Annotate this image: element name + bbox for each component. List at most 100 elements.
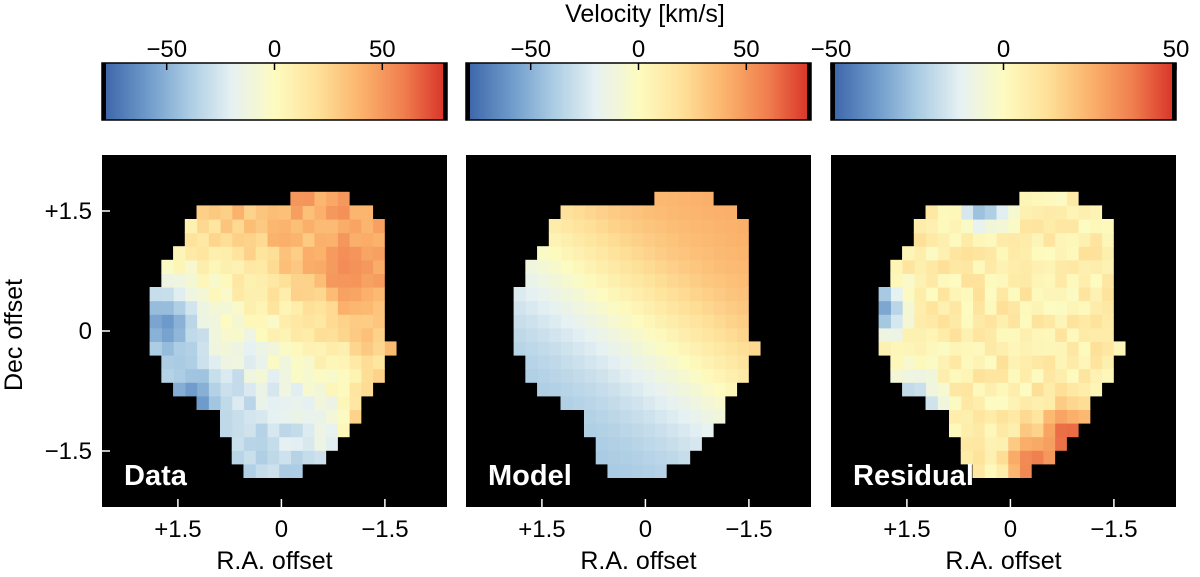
velocity-pixel: [1019, 423, 1032, 438]
velocity-pixel: [149, 314, 162, 329]
velocity-pixel: [937, 205, 950, 220]
velocity-pixel: [349, 232, 362, 247]
velocity-pixel: [607, 327, 620, 342]
velocity-pixel: [677, 327, 691, 342]
velocity-pixel: [173, 368, 186, 383]
velocity-pixel: [1066, 327, 1079, 342]
colorbar-title: Velocity [km/s]: [565, 0, 725, 28]
velocity-pixel: [302, 259, 315, 274]
velocity-pixel: [666, 327, 679, 342]
velocity-pixel: [302, 219, 315, 234]
velocity-pixel: [1019, 287, 1032, 302]
velocity-pixel: [349, 205, 362, 220]
velocity-pixel: [243, 341, 256, 356]
velocity-pixel: [1066, 259, 1079, 274]
velocity-pixel: [972, 246, 985, 261]
velocity-pixel: [313, 259, 327, 274]
velocity-pixel: [184, 314, 198, 329]
panel-title: Model: [488, 460, 572, 492]
velocity-pixel: [349, 314, 362, 329]
velocity-pixel: [607, 436, 620, 451]
velocity-pixel: [513, 327, 526, 342]
velocity-pixel: [984, 355, 997, 370]
velocity-pixel: [607, 463, 620, 478]
velocity-pixel: [278, 205, 291, 220]
velocity-pixel: [255, 314, 268, 329]
velocity-pixel: [948, 246, 962, 261]
velocity-pixel: [1007, 463, 1020, 478]
velocity-pixel: [701, 287, 714, 302]
velocity-pixel: [666, 382, 679, 397]
velocity-pixel: [243, 436, 256, 451]
velocity-pixel: [619, 341, 632, 356]
velocity-pixel: [677, 382, 691, 397]
velocity-pixel: [290, 327, 303, 342]
velocity-pixel: [878, 287, 891, 302]
velocity-pixel: [724, 327, 738, 342]
velocity-pixel: [1078, 341, 1091, 356]
velocity-pixel: [278, 246, 291, 261]
velocity-pixel: [231, 273, 245, 288]
velocity-pixel: [231, 355, 245, 370]
velocity-pixel: [677, 232, 691, 247]
velocity-pixel: [360, 355, 374, 370]
velocity-pixel: [1054, 436, 1067, 451]
velocity-pixel: [572, 273, 585, 288]
velocity-pixel: [913, 246, 927, 261]
velocity-pixel: [1042, 219, 1056, 234]
velocity-pixel: [1078, 409, 1091, 424]
velocity-pixel: [701, 395, 714, 410]
velocity-pixel: [149, 287, 162, 302]
velocity-pixel: [642, 259, 655, 274]
velocity-pixel: [689, 219, 702, 234]
velocity-pixel: [724, 259, 738, 274]
velocity-pixel: [290, 409, 303, 424]
velocity-pixel: [995, 382, 1009, 397]
velocity-pixel: [701, 232, 714, 247]
velocity-pixel: [349, 341, 362, 356]
velocity-pixel: [607, 368, 620, 383]
velocity-pixel: [666, 205, 679, 220]
velocity-pixel: [1007, 300, 1020, 315]
velocity-pixel: [337, 327, 350, 342]
velocity-pixel: [1101, 273, 1114, 288]
velocity-pixel: [302, 205, 315, 220]
velocity-pixel: [642, 382, 655, 397]
velocity-pixel: [913, 259, 927, 274]
velocity-pixel: [1089, 273, 1103, 288]
velocity-pixel: [630, 327, 644, 342]
x-tick-label: +1.5: [883, 516, 930, 543]
velocity-pixel: [960, 273, 974, 288]
velocity-pixel: [161, 314, 174, 329]
velocity-pixel: [890, 300, 903, 315]
velocity-pixel: [948, 273, 962, 288]
velocity-pixel: [173, 246, 186, 261]
velocity-pixel: [302, 355, 315, 370]
velocity-pixel: [184, 246, 198, 261]
velocity-pixel: [995, 205, 1009, 220]
velocity-pixel: [902, 382, 915, 397]
velocity-pixel: [666, 246, 679, 261]
velocity-pixel: [173, 341, 186, 356]
velocity-pixel: [219, 314, 233, 329]
velocity-pixel: [266, 341, 280, 356]
panel-residual: −50 0 50 Residual +1.5 0 −1.5 R.A. offset: [811, 36, 1190, 575]
velocity-pixel: [583, 246, 597, 261]
velocity-pixel: [266, 314, 280, 329]
velocity-pixel: [219, 341, 233, 356]
velocity-pixel: [1089, 246, 1103, 261]
velocity-pixel: [666, 314, 679, 329]
velocity-pixel: [736, 355, 749, 370]
velocity-pixel: [689, 327, 702, 342]
velocity-pixel: [654, 287, 667, 302]
velocity-pixel: [619, 327, 632, 342]
velocity-pixel: [360, 314, 374, 329]
velocity-pixel: [1031, 259, 1044, 274]
velocity-pixel: [701, 368, 714, 383]
velocity-pixel: [572, 314, 585, 329]
velocity-pixel: [937, 246, 950, 261]
velocity-pixel: [689, 232, 702, 247]
velocity-pixel: [642, 395, 655, 410]
velocity-pixel: [266, 205, 280, 220]
velocity-pixel: [654, 205, 667, 220]
